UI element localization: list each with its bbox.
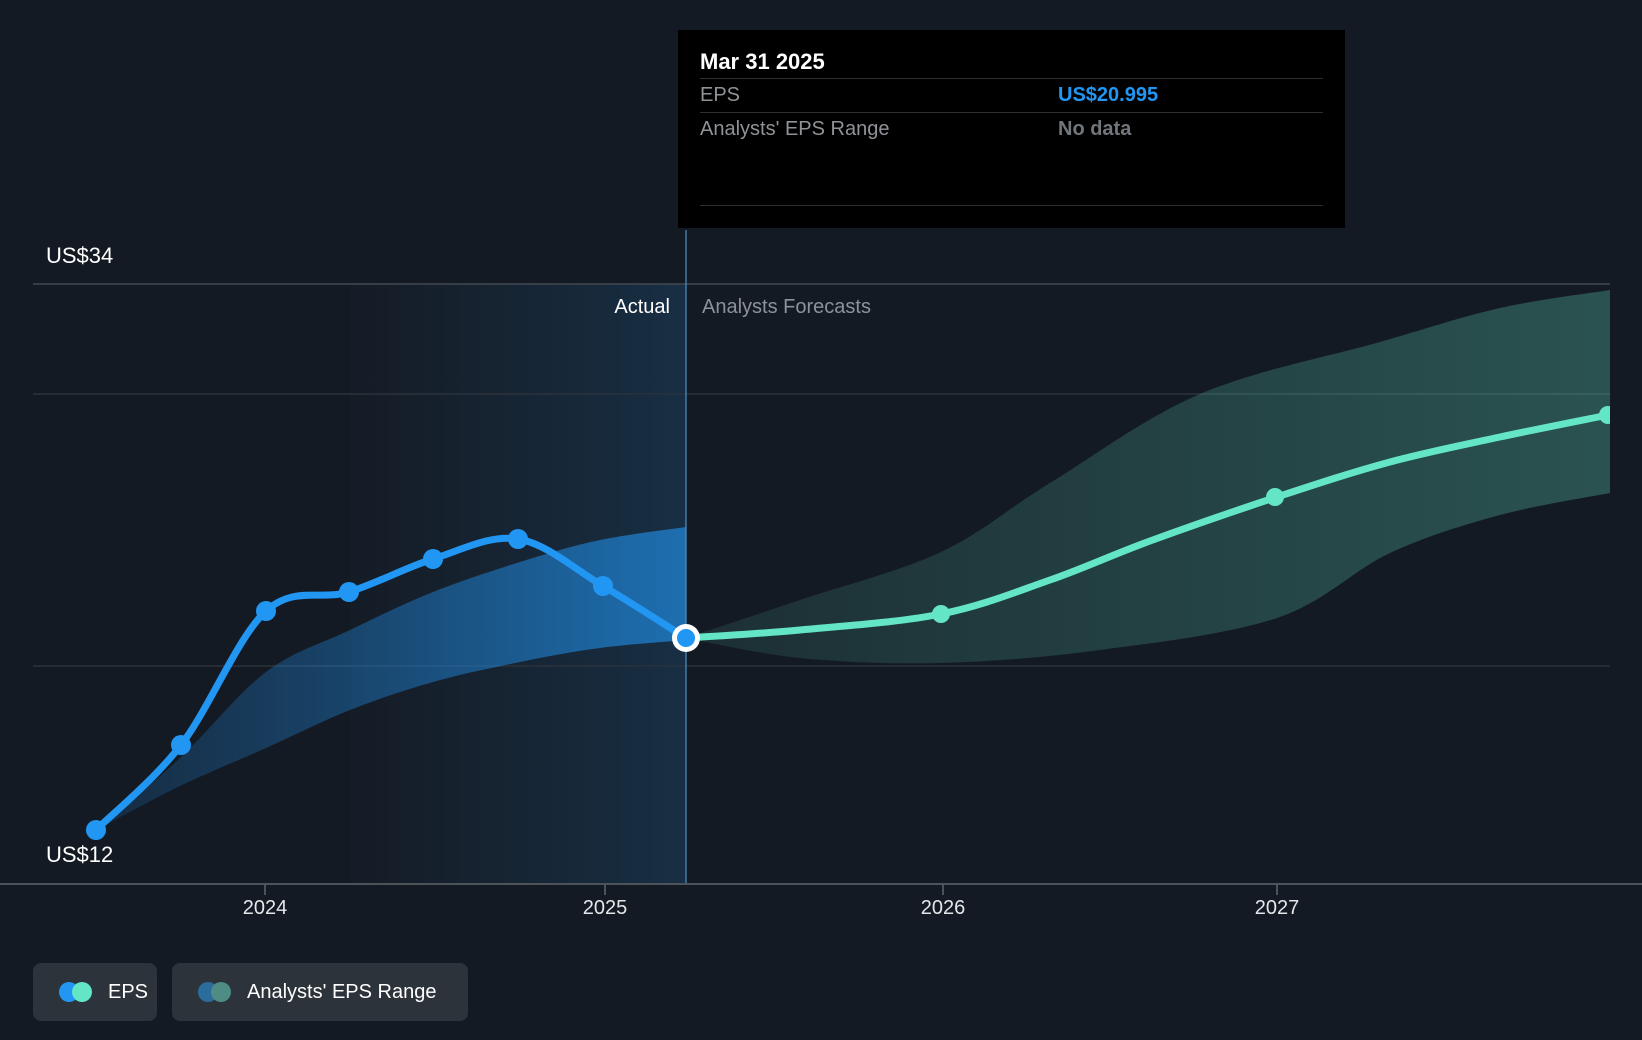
- eps-actual-point[interactable]: [423, 549, 443, 569]
- eps-forecast-point[interactable]: [1266, 488, 1284, 506]
- x-axis-label-2024: 2024: [242, 897, 288, 919]
- legend-eps-range-label: Analysts' EPS Range: [247, 980, 437, 1003]
- range-teal-dot-icon: [211, 982, 231, 1002]
- selected-point[interactable]: [677, 629, 695, 647]
- eps-actual-point[interactable]: [256, 601, 276, 621]
- tooltip-row-eps: EPS US$20.995: [700, 79, 1323, 112]
- eps-actual-point[interactable]: [339, 582, 359, 602]
- eps-forecast-line: [682, 411, 1610, 642]
- eps-actual-point[interactable]: [593, 576, 613, 596]
- tooltip-divider: [700, 205, 1323, 206]
- tooltip-range-value: No data: [1058, 118, 1132, 140]
- eps-forecast-point[interactable]: [1599, 406, 1617, 424]
- tooltip-divider: [700, 112, 1323, 113]
- eps-actual-point[interactable]: [508, 529, 528, 549]
- legend-chip-eps-range[interactable]: Analysts' EPS Range: [172, 963, 468, 1021]
- eps-actual-point[interactable]: [171, 735, 191, 755]
- eps-legend-icon: [59, 982, 92, 1002]
- legend-eps-label: EPS: [108, 980, 149, 1003]
- past-eps-range-band: [96, 527, 686, 830]
- eps-forecast-dot-icon: [72, 982, 92, 1002]
- tooltip-range-label: Analysts' EPS Range: [700, 118, 890, 140]
- tooltip-eps-label: EPS: [700, 84, 741, 106]
- eps-range-legend-icon: [198, 982, 231, 1002]
- forecast-phase-label: Analysts Forecasts: [702, 296, 871, 318]
- tooltip-divider: [700, 78, 1323, 79]
- x-axis-label-2026: 2026: [920, 897, 966, 919]
- tooltip-date: Mar 31 2025: [700, 49, 825, 74]
- actual-phase-label: Actual: [614, 296, 670, 318]
- eps-forecast-point[interactable]: [932, 605, 950, 623]
- analysts-eps-range-band: [686, 290, 1610, 664]
- tooltip-eps-value: US$20.995: [1058, 84, 1159, 106]
- legend-chip-eps[interactable]: EPS: [33, 963, 157, 1021]
- tooltip-row-range: Analysts' EPS Range No data: [700, 113, 1323, 146]
- y-axis-top-label: US$34: [46, 243, 114, 268]
- y-axis-bottom-label: US$12: [46, 842, 114, 867]
- x-axis-label-2025: 2025: [582, 897, 628, 919]
- chart-tooltip: Mar 31 2025 EPS US$20.995 Analysts' EPS …: [678, 30, 1345, 228]
- x-axis-label-2027: 2027: [1254, 897, 1300, 919]
- eps-actual-point[interactable]: [86, 820, 106, 840]
